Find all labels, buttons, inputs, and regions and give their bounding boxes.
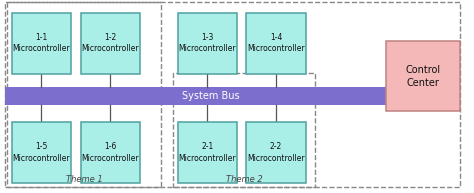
FancyBboxPatch shape — [246, 122, 306, 183]
Text: 1-3
Microcontroller: 1-3 Microcontroller — [179, 33, 236, 53]
Bar — [7, 2, 161, 187]
FancyBboxPatch shape — [386, 41, 460, 111]
FancyBboxPatch shape — [81, 122, 140, 183]
Text: Control
Center: Control Center — [405, 65, 441, 88]
FancyBboxPatch shape — [178, 13, 237, 74]
Bar — [173, 73, 315, 187]
Text: 1-4
Microcontroller: 1-4 Microcontroller — [247, 33, 305, 53]
FancyBboxPatch shape — [246, 13, 306, 74]
Text: 1-1
Microcontroller: 1-1 Microcontroller — [13, 33, 70, 53]
Text: 2-1
Microcontroller: 2-1 Microcontroller — [179, 142, 236, 163]
Text: Theme 1: Theme 1 — [66, 175, 102, 184]
FancyBboxPatch shape — [12, 13, 71, 74]
Text: System Bus: System Bus — [182, 91, 240, 101]
FancyBboxPatch shape — [12, 122, 71, 183]
Text: 2-2
Microcontroller: 2-2 Microcontroller — [247, 142, 305, 163]
Text: Theme 2: Theme 2 — [226, 175, 263, 184]
FancyBboxPatch shape — [81, 13, 140, 74]
Text: 1-2
Microcontroller: 1-2 Microcontroller — [82, 33, 139, 53]
Bar — [5, 87, 389, 105]
Text: 1-6
Microcontroller: 1-6 Microcontroller — [82, 142, 139, 163]
FancyBboxPatch shape — [178, 122, 237, 183]
Text: 1-5
Microcontroller: 1-5 Microcontroller — [13, 142, 70, 163]
